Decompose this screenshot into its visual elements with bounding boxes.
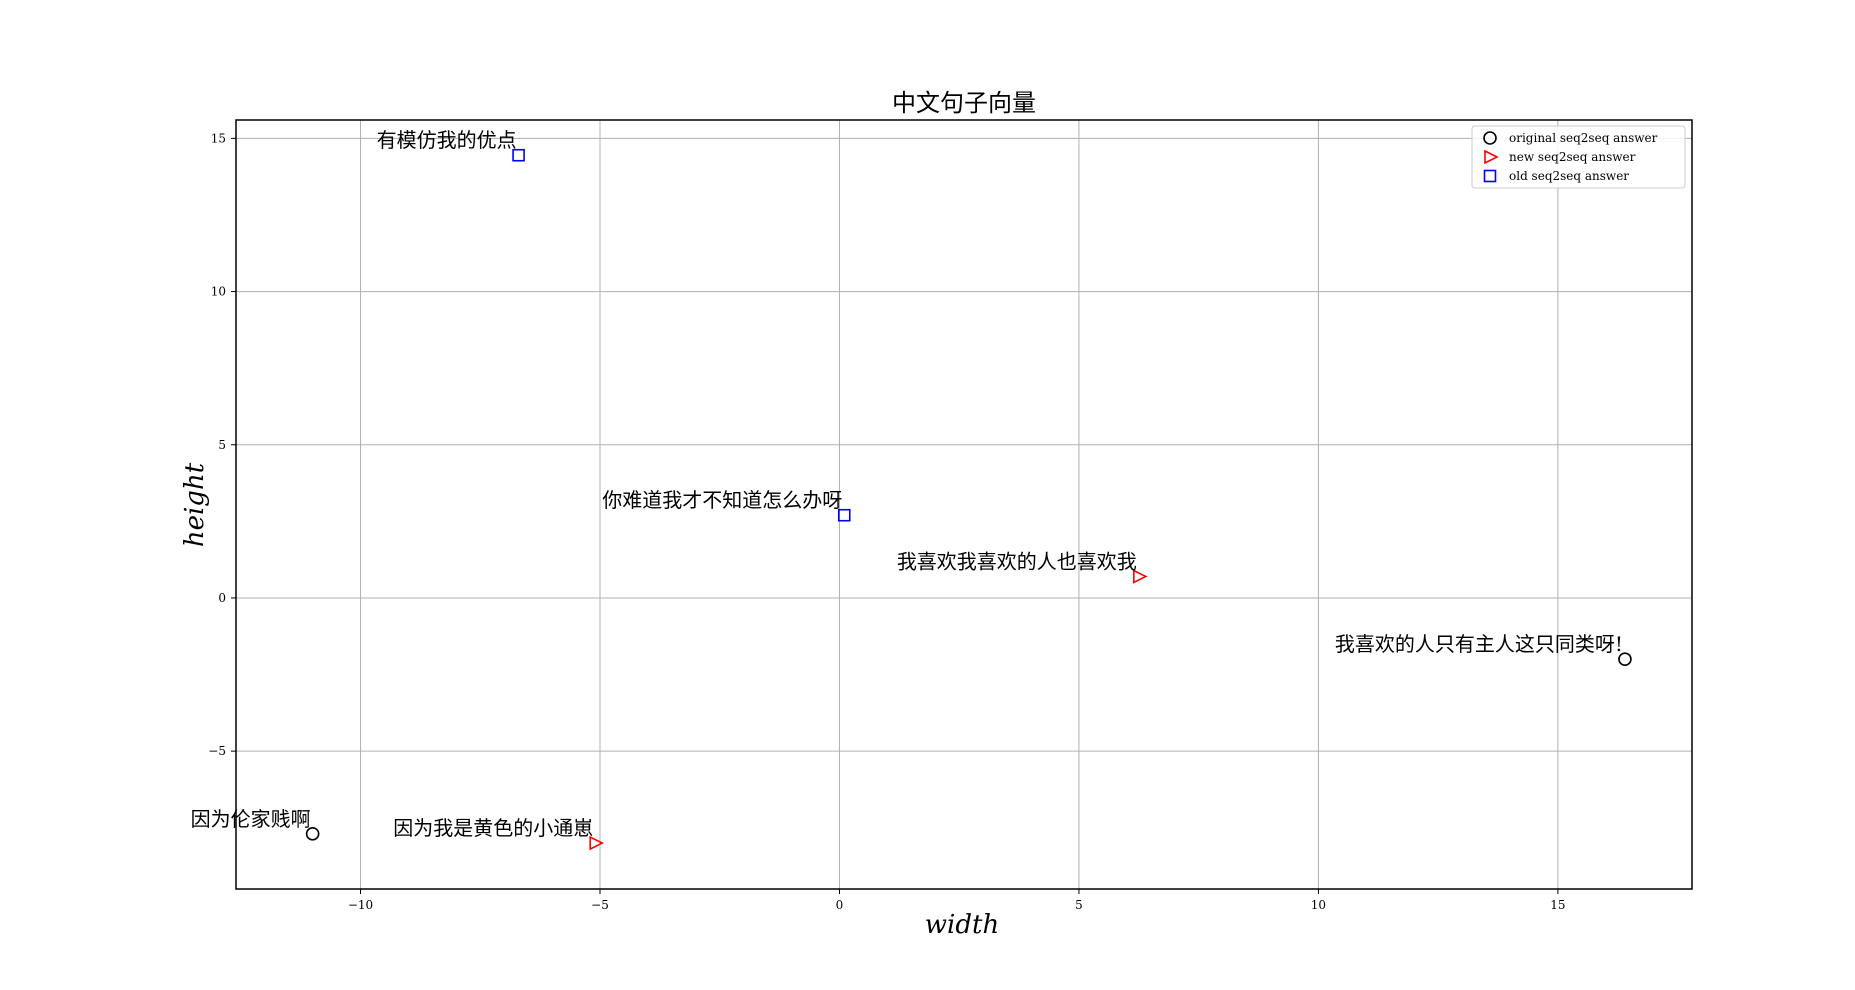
x-tick-label: 10 bbox=[1311, 898, 1326, 912]
y-tick-label: −5 bbox=[208, 744, 226, 758]
x-axis-ticks: −10 −5 0 5 10 15 bbox=[348, 889, 1566, 912]
point-label: 我喜欢我喜欢的人也喜欢我 bbox=[897, 549, 1137, 573]
x-tick-label: −10 bbox=[348, 898, 373, 912]
legend-marker bbox=[1484, 149, 1499, 165]
point-label: 有模仿我的优点 bbox=[377, 128, 517, 152]
y-tick-label: 5 bbox=[218, 438, 226, 452]
data-point bbox=[1133, 569, 1148, 584]
data-point bbox=[512, 148, 525, 162]
legend-marker bbox=[1483, 169, 1497, 183]
point-label: 我喜欢的人只有主人这只同类呀! bbox=[1335, 632, 1623, 656]
y-axis-label: height bbox=[180, 462, 210, 547]
x-tick-label: 15 bbox=[1550, 898, 1565, 912]
point-label: 因为伦家贱啊 bbox=[191, 807, 311, 831]
legend: original seq2seq answer new seq2seq answe… bbox=[1471, 125, 1686, 189]
point-label: 你难道我才不知道怎么办呀 bbox=[602, 488, 842, 512]
x-tick-label: 0 bbox=[836, 898, 844, 912]
data-point bbox=[837, 508, 851, 522]
x-tick-label: −5 bbox=[591, 898, 609, 912]
legend-label: old seq2seq answer bbox=[1509, 169, 1629, 183]
point-labels: 因为伦家贱啊 我喜欢的人只有主人这只同类呀! 因为我是黄色的小通崽 我喜欢我喜欢的人也… bbox=[191, 128, 1623, 840]
y-axis-ticks: −5 0 5 10 15 bbox=[208, 131, 236, 758]
y-tick-label: 15 bbox=[211, 131, 226, 145]
grid-lines bbox=[236, 120, 1692, 889]
y-tick-label: 0 bbox=[218, 591, 226, 605]
point-label: 因为我是黄色的小通崽 bbox=[393, 816, 593, 840]
data-point bbox=[1618, 652, 1632, 667]
legend-marker bbox=[1483, 131, 1497, 145]
legend-label: original seq2seq answer bbox=[1509, 131, 1658, 145]
data-point bbox=[305, 827, 320, 841]
chart-title: 中文句子向量 bbox=[892, 89, 1036, 117]
data-points bbox=[305, 148, 1632, 851]
legend-label: new seq2seq answer bbox=[1509, 150, 1636, 164]
data-point bbox=[589, 835, 604, 851]
x-tick-label: 5 bbox=[1075, 898, 1083, 912]
legend-items: original seq2seq answer new seq2seq answe… bbox=[1483, 131, 1658, 183]
legend-box bbox=[1471, 125, 1686, 189]
y-tick-label: 10 bbox=[211, 285, 226, 299]
plot-frame bbox=[235, 119, 1693, 890]
x-axis-label: width bbox=[925, 910, 999, 940]
